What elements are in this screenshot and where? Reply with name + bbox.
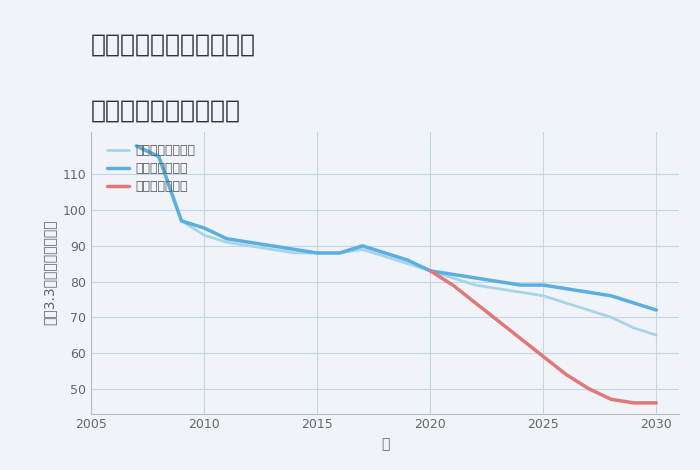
ノーマルシナリオ xyxy=(177,218,186,224)
ノーマルシナリオ xyxy=(449,275,457,281)
バッドシナリオ xyxy=(471,300,480,306)
ノーマルシナリオ xyxy=(245,243,253,249)
ノーマルシナリオ xyxy=(629,325,638,331)
ノーマルシナリオ xyxy=(132,143,141,149)
ノーマルシナリオ xyxy=(335,250,344,256)
Line: グッドシナリオ: グッドシナリオ xyxy=(136,146,657,310)
ノーマルシナリオ xyxy=(517,290,525,295)
Text: 大阪府枚方市小倉東町の: 大阪府枚方市小倉東町の xyxy=(91,33,256,57)
グッドシナリオ xyxy=(494,279,503,284)
ノーマルシナリオ xyxy=(358,247,367,252)
グッドシナリオ xyxy=(584,290,593,295)
グッドシナリオ xyxy=(449,272,457,277)
バッドシナリオ xyxy=(652,400,661,406)
グッドシナリオ xyxy=(517,282,525,288)
グッドシナリオ xyxy=(358,243,367,249)
バッドシナリオ xyxy=(629,400,638,406)
ノーマルシナリオ xyxy=(267,247,276,252)
ノーマルシナリオ xyxy=(313,250,321,256)
グッドシナリオ xyxy=(200,225,209,231)
バッドシナリオ xyxy=(517,336,525,342)
バッドシナリオ xyxy=(494,318,503,324)
Y-axis label: 坪（3.3㎡）単価（万円）: 坪（3.3㎡）単価（万円） xyxy=(43,220,57,325)
ノーマルシナリオ xyxy=(561,300,570,306)
グッドシナリオ xyxy=(267,243,276,249)
ノーマルシナリオ xyxy=(381,254,389,259)
バッドシナリオ xyxy=(561,371,570,377)
グッドシナリオ xyxy=(155,154,163,159)
ノーマルシナリオ xyxy=(290,250,299,256)
グッドシナリオ xyxy=(290,247,299,252)
ノーマルシナリオ xyxy=(607,314,615,320)
グッドシナリオ xyxy=(629,300,638,306)
Line: バッドシナリオ: バッドシナリオ xyxy=(430,271,657,403)
グッドシナリオ xyxy=(313,250,321,256)
バッドシナリオ xyxy=(607,397,615,402)
ノーマルシナリオ xyxy=(584,307,593,313)
X-axis label: 年: 年 xyxy=(381,437,389,451)
グッドシナリオ xyxy=(403,257,412,263)
ノーマルシナリオ xyxy=(155,154,163,159)
グッドシナリオ xyxy=(245,239,253,245)
バッドシナリオ xyxy=(426,268,435,274)
グッドシナリオ xyxy=(426,268,435,274)
グッドシナリオ xyxy=(381,250,389,256)
グッドシナリオ xyxy=(539,282,547,288)
グッドシナリオ xyxy=(607,293,615,298)
ノーマルシナリオ xyxy=(471,282,480,288)
グッドシナリオ xyxy=(223,236,231,242)
バッドシナリオ xyxy=(449,282,457,288)
ノーマルシナリオ xyxy=(539,293,547,298)
ノーマルシナリオ xyxy=(403,261,412,266)
ノーマルシナリオ xyxy=(652,332,661,338)
グッドシナリオ xyxy=(335,250,344,256)
バッドシナリオ xyxy=(584,386,593,392)
グッドシナリオ xyxy=(471,275,480,281)
Text: 中古戸建ての価格推移: 中古戸建ての価格推移 xyxy=(91,99,241,123)
ノーマルシナリオ xyxy=(223,239,231,245)
Legend: ノーマルシナリオ, グッドシナリオ, バッドシナリオ: ノーマルシナリオ, グッドシナリオ, バッドシナリオ xyxy=(103,141,200,197)
ノーマルシナリオ xyxy=(426,268,435,274)
グッドシナリオ xyxy=(561,286,570,291)
ノーマルシナリオ xyxy=(494,286,503,291)
グッドシナリオ xyxy=(652,307,661,313)
グッドシナリオ xyxy=(132,143,141,149)
Line: ノーマルシナリオ: ノーマルシナリオ xyxy=(136,146,657,335)
ノーマルシナリオ xyxy=(200,232,209,238)
バッドシナリオ xyxy=(539,353,547,359)
グッドシナリオ xyxy=(177,218,186,224)
